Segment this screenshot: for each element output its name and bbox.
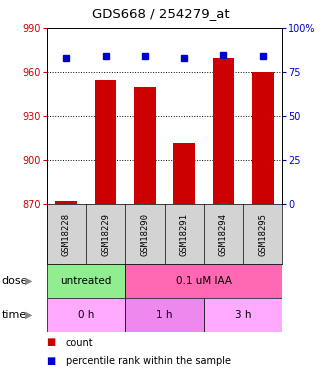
Bar [125, 298, 204, 332]
Bar [252, 72, 273, 204]
Text: 1 h: 1 h [156, 310, 173, 320]
Bar [204, 298, 282, 332]
Text: ▶: ▶ [25, 276, 33, 286]
Text: time: time [2, 310, 27, 320]
Text: GSM18295: GSM18295 [258, 213, 267, 256]
Text: ■: ■ [47, 338, 56, 348]
Text: ■: ■ [47, 356, 56, 366]
Text: 0 h: 0 h [78, 310, 94, 320]
Text: GSM18228: GSM18228 [62, 213, 71, 256]
Bar [125, 264, 282, 298]
Text: dose: dose [2, 276, 28, 286]
Text: 0.1 uM IAA: 0.1 uM IAA [176, 276, 232, 286]
Bar [134, 87, 156, 204]
Bar [173, 143, 195, 204]
Text: GSM18291: GSM18291 [180, 213, 189, 256]
Text: count: count [66, 338, 93, 348]
Text: 3 h: 3 h [235, 310, 251, 320]
Bar [95, 80, 116, 204]
Text: ▶: ▶ [25, 310, 33, 320]
Text: percentile rank within the sample: percentile rank within the sample [66, 356, 231, 366]
Text: untreated: untreated [60, 276, 112, 286]
Bar [56, 201, 77, 204]
Bar [213, 57, 234, 204]
Bar [47, 264, 125, 298]
Text: GSM18290: GSM18290 [140, 213, 149, 256]
Text: GSM18294: GSM18294 [219, 213, 228, 256]
Bar [47, 298, 125, 332]
Text: GDS668 / 254279_at: GDS668 / 254279_at [92, 7, 229, 20]
Text: GSM18229: GSM18229 [101, 213, 110, 256]
